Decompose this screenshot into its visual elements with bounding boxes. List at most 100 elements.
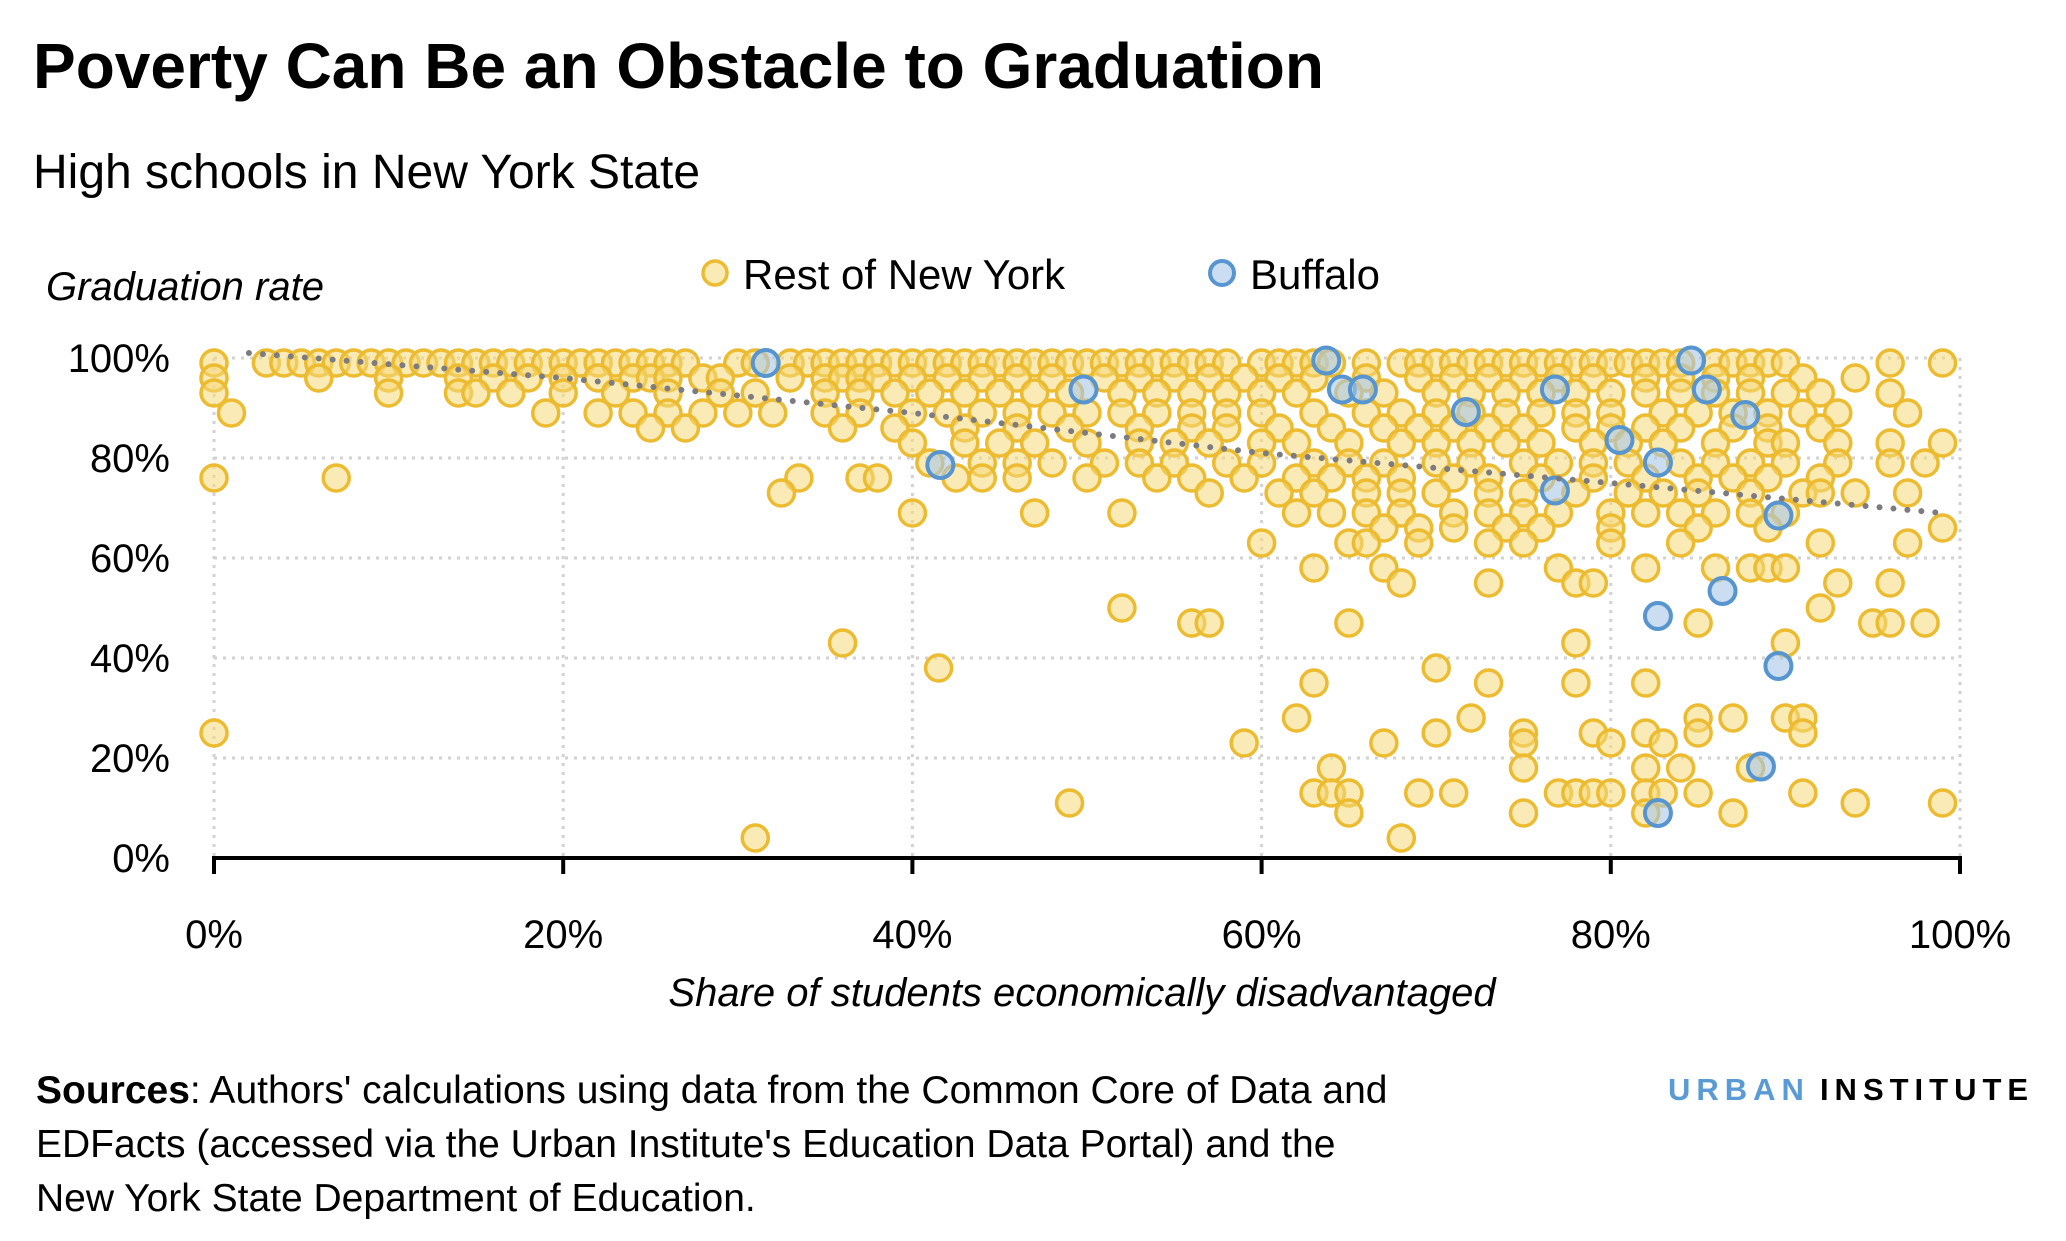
data-point-buffalo [1604, 425, 1635, 455]
data-point-rest-of-new-york [304, 363, 334, 393]
data-point-rest-of-new-york [496, 378, 526, 408]
data-point-rest-of-new-york [1892, 478, 1923, 508]
data-point-rest-of-new-york [1840, 788, 1870, 818]
data-point-rest-of-new-york [1002, 463, 1032, 493]
data-point-rest-of-new-york [1107, 498, 1137, 528]
legend-marker-rest [701, 259, 729, 287]
data-point-rest-of-new-york [1299, 553, 1329, 583]
data-point-rest-of-new-york [1194, 478, 1224, 508]
data-point-rest-of-new-york [1334, 608, 1364, 638]
data-point-rest-of-new-york [1596, 728, 1626, 758]
data-point-buffalo [1745, 751, 1776, 782]
data-point-rest-of-new-york [1142, 463, 1172, 493]
data-point-rest-of-new-york [1927, 513, 1958, 543]
data-point-rest-of-new-york [740, 378, 771, 408]
data-point-buffalo [1642, 798, 1673, 828]
data-point-rest-of-new-york [897, 498, 928, 528]
series-rest-of-new-york [199, 348, 1958, 853]
legend: Rest of New York Buffalo [701, 251, 1380, 298]
x-tick-label: 80% [1571, 913, 1651, 957]
y-axis-title: Graduation rate [46, 265, 324, 309]
y-tick-label: 0% [112, 837, 170, 881]
data-point-rest-of-new-york [723, 398, 753, 428]
data-point-rest-of-new-york [1788, 778, 1818, 808]
series-buffalo [750, 345, 1794, 828]
x-tick-label: 0% [185, 913, 243, 957]
data-point-buffalo [1068, 374, 1099, 405]
data-point-rest-of-new-york [1421, 718, 1451, 748]
data-point-buffalo [1730, 400, 1761, 430]
legend-marker-buffalo [1208, 259, 1236, 287]
data-point-rest-of-new-york [862, 463, 893, 493]
data-point-rest-of-new-york [199, 378, 229, 408]
data-point-buffalo [1676, 345, 1707, 376]
data-point-buffalo [1347, 374, 1378, 405]
logo-text: URBAN INSTITUTE [1668, 1072, 2034, 1107]
data-point-buffalo [1707, 576, 1738, 606]
y-axis-ticks: 0% 20% 40% 60% 80% 100% [68, 337, 170, 881]
data-point-rest-of-new-york [1578, 568, 1609, 598]
data-point-rest-of-new-york [1683, 608, 1713, 638]
data-point-rest-of-new-york [1229, 463, 1259, 493]
data-point-buffalo [1763, 500, 1794, 531]
data-point-rest-of-new-york [923, 653, 954, 683]
data-point-rest-of-new-york [967, 463, 997, 493]
data-point-rest-of-new-york [1264, 478, 1294, 508]
data-point-rest-of-new-york [757, 398, 788, 428]
data-point-rest-of-new-york [321, 463, 351, 493]
data-point-rest-of-new-york [1665, 753, 1696, 783]
data-point-buffalo [1642, 447, 1673, 478]
data-point-rest-of-new-york [827, 628, 858, 658]
chart-subtitle: High schools in New York State [33, 146, 700, 199]
data-point-rest-of-new-york [1334, 798, 1364, 828]
logo-institute: INSTITUTE [1820, 1072, 2034, 1107]
data-point-rest-of-new-york [1875, 378, 1905, 408]
data-point-rest-of-new-york [1508, 728, 1539, 758]
data-point-rest-of-new-york [766, 478, 797, 508]
data-point-rest-of-new-york [915, 378, 945, 408]
data-point-rest-of-new-york [1718, 798, 1748, 828]
data-point-rest-of-new-york [1788, 718, 1818, 748]
data-point-rest-of-new-york [1054, 788, 1085, 818]
data-point-rest-of-new-york [1508, 528, 1539, 558]
trend-line [245, 350, 1946, 516]
data-point-rest-of-new-york [1508, 798, 1539, 828]
data-point-rest-of-new-york [583, 398, 613, 428]
data-point-rest-of-new-york [635, 413, 666, 443]
data-point-rest-of-new-york [1892, 398, 1923, 428]
x-tick-label: 40% [872, 913, 952, 957]
source-line-1: Sources: Authors' calculations using dat… [36, 1069, 1387, 1112]
data-point-rest-of-new-york [1369, 728, 1399, 758]
data-point-rest-of-new-york [1421, 653, 1451, 683]
data-point-rest-of-new-york [1473, 568, 1504, 598]
data-point-rest-of-new-york [1630, 553, 1661, 583]
data-point-rest-of-new-york [1718, 703, 1748, 733]
data-point-rest-of-new-york [1473, 668, 1504, 698]
data-point-rest-of-new-york [1875, 348, 1905, 378]
x-axis-ticks: 0% 20% 40% 60% 80% 100% [185, 913, 2011, 957]
data-point-rest-of-new-york [950, 378, 980, 408]
data-point-rest-of-new-york [984, 428, 1015, 458]
data-point-rest-of-new-york [1037, 448, 1067, 478]
data-point-buffalo [1539, 374, 1570, 405]
data-point-rest-of-new-york [1019, 378, 1050, 408]
source-line-3: New York State Department of Education. [36, 1177, 756, 1220]
data-point-buffalo [1450, 397, 1481, 427]
data-point-rest-of-new-york [1473, 528, 1504, 558]
data-point-rest-of-new-york [1299, 668, 1329, 698]
data-point-rest-of-new-york [1386, 428, 1417, 458]
x-axis [212, 856, 1962, 874]
data-point-rest-of-new-york [1770, 378, 1801, 408]
data-point-rest-of-new-york [1491, 428, 1521, 458]
data-point-buffalo [1763, 651, 1794, 681]
data-point-rest-of-new-york [1892, 528, 1923, 558]
data-point-rest-of-new-york [1508, 753, 1539, 783]
data-point-rest-of-new-york [740, 823, 771, 853]
data-point-rest-of-new-york [1299, 478, 1329, 508]
data-point-rest-of-new-york [1805, 378, 1836, 408]
y-tick-label: 80% [90, 437, 170, 481]
data-point-rest-of-new-york [1927, 428, 1958, 458]
data-point-rest-of-new-york [1561, 628, 1591, 658]
data-point-rest-of-new-york [1421, 478, 1451, 508]
